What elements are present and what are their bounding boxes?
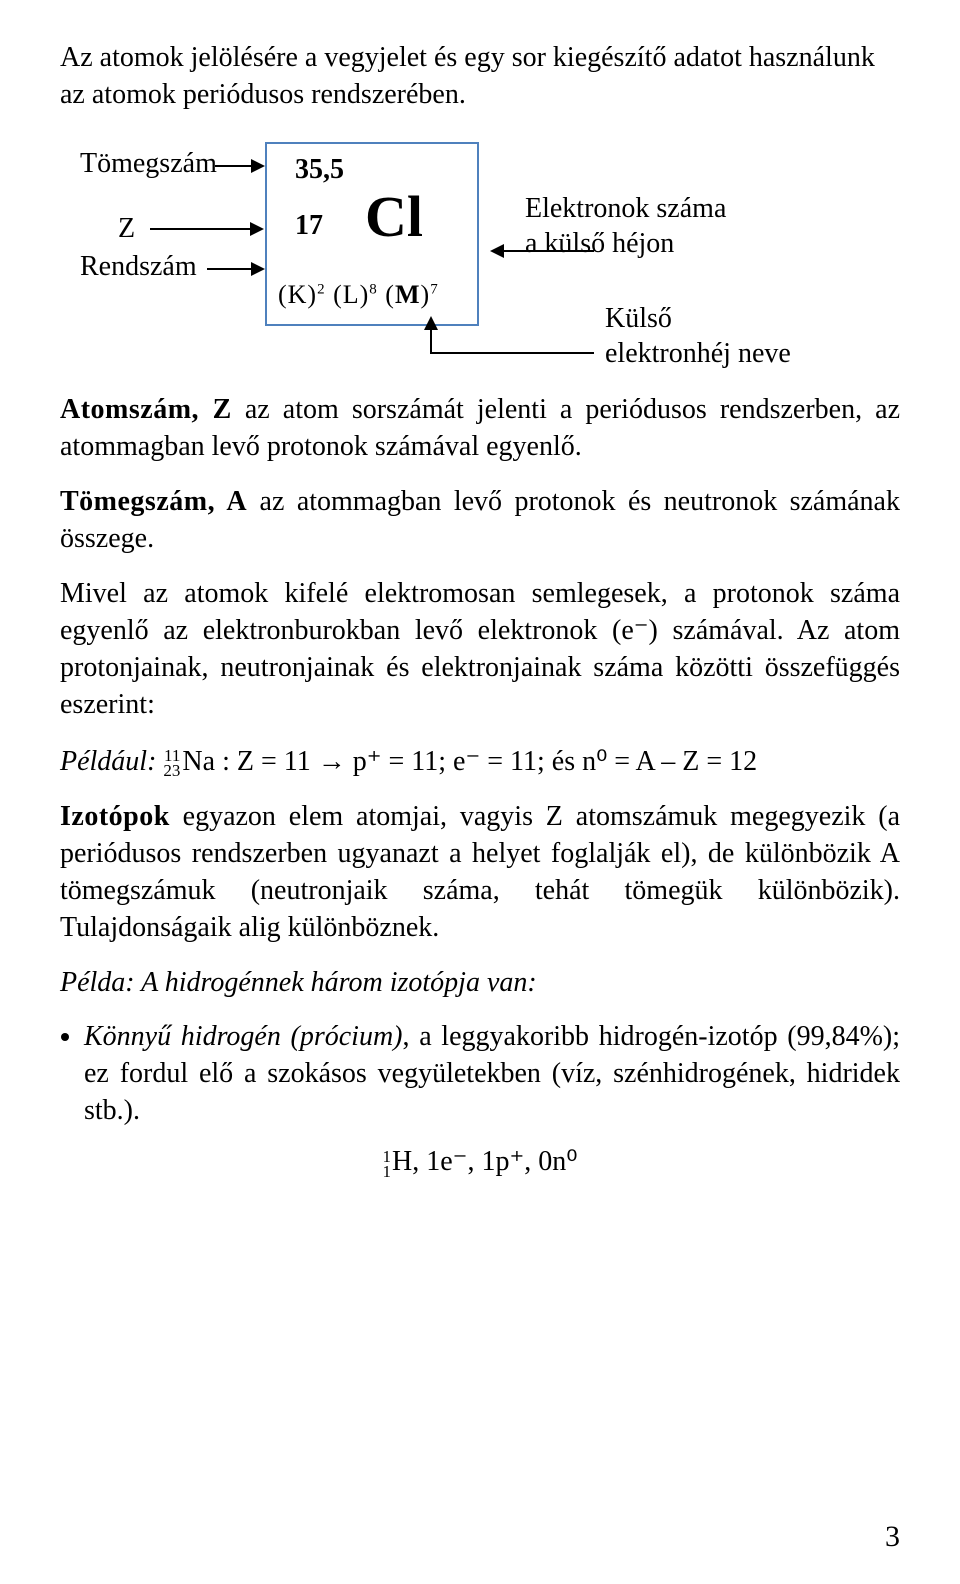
page: Az atomok jelölésére a vegyjelet és egy … bbox=[0, 0, 960, 1584]
arrow-outer-shell-h bbox=[430, 352, 594, 354]
p-tomegszam-bold: Tömegszám, A bbox=[60, 486, 247, 517]
p-atomszam: Atomszám, Z az atom sorszámát jelenti a … bbox=[60, 392, 900, 466]
shell-m-close: ) bbox=[421, 280, 431, 309]
arrow-z bbox=[150, 228, 250, 230]
label-outer-shell-1: Külső bbox=[605, 302, 672, 336]
mass-number-value: 35,5 bbox=[295, 154, 344, 186]
arrow-rendszam-head bbox=[251, 262, 265, 276]
shell-k: (K) bbox=[278, 280, 317, 309]
shell-m-letter: M bbox=[395, 280, 421, 309]
label-outer-shell-2: elektronhéj neve bbox=[605, 337, 791, 371]
page-number: 3 bbox=[885, 1520, 900, 1554]
isotope-notation-line: 1 1 H, 1e⁻, 1p⁺, 0n⁰ bbox=[60, 1144, 900, 1179]
label-electrons-count-1: Elektronok száma bbox=[525, 192, 726, 226]
arrow-z-head bbox=[250, 222, 264, 236]
p-example-na: Például: 11 23 Na : Z = 11 → p⁺ = 11; e⁻… bbox=[60, 742, 900, 781]
p-pelda-hidrogen: Példa: A hidrogénnek három izotópja van: bbox=[60, 965, 900, 1002]
bullet-procium: Könnyű hidrogén (prócium), a leggyakorib… bbox=[84, 1019, 900, 1130]
label-z: Z bbox=[118, 212, 135, 246]
p-izotop-rest: egyazon elem atomjai, vagyis Z atomszámu… bbox=[60, 801, 900, 943]
example-rest: : Z = 11 → p⁺ = 11; e⁻ = 11; és n⁰ = A –… bbox=[222, 746, 757, 777]
isotope-bullets: Könnyű hidrogén (prócium), a leggyakorib… bbox=[84, 1019, 900, 1130]
p-semleges: Mivel az atomok kifelé elektromosan seml… bbox=[60, 576, 900, 724]
bullet-procium-head: Könnyű hidrogén (prócium) bbox=[84, 1021, 403, 1052]
shell-m-label: ( bbox=[385, 280, 395, 309]
arrow-outer-shell-head bbox=[424, 316, 438, 330]
p-izotopok: Izotópok egyazon elem atomjai, vagyis Z … bbox=[60, 799, 900, 947]
element-diagram: Tömegszám Z Rendszám 35,5 17 Cl (K)2 (L)… bbox=[60, 132, 900, 382]
arrow-mass bbox=[215, 165, 251, 167]
label-mass-number: Tömegszám bbox=[80, 147, 217, 181]
label-atomic-number: Rendszám bbox=[80, 250, 197, 284]
shell-l: (L) bbox=[333, 280, 369, 309]
p-izotop-bold: Izotópok bbox=[60, 801, 170, 832]
shell-m-sup: 7 bbox=[430, 281, 439, 297]
isotope-sub: 1 bbox=[383, 1162, 392, 1181]
element-symbol: Cl bbox=[365, 188, 423, 246]
shell-k-sup: 2 bbox=[317, 281, 326, 297]
isotope-rest: H, 1e⁻, 1p⁺, 0n⁰ bbox=[392, 1146, 577, 1177]
label-electrons-count-2: a külső héjon bbox=[525, 227, 674, 261]
arrow-mass-head bbox=[251, 159, 265, 173]
example-symbol: Na bbox=[182, 746, 215, 777]
intro-paragraph: Az atomok jelölésére a vegyjelet és egy … bbox=[60, 40, 900, 114]
example-sub: 23 bbox=[163, 761, 180, 780]
p-atomszam-bold: Atomszám, Z bbox=[60, 394, 232, 425]
arrow-rendszam bbox=[207, 268, 251, 270]
example-prefix: Például: bbox=[60, 746, 163, 777]
p-tomegszam: Tömegszám, A az atommagban levő protonok… bbox=[60, 484, 900, 558]
shell-l-sup: 8 bbox=[369, 281, 378, 297]
arrow-outer-shell-v bbox=[430, 328, 432, 354]
electron-shells: (K)2 (L)8 (M)7 bbox=[278, 280, 439, 310]
arrow-electrons-head bbox=[490, 244, 504, 258]
atomic-number-value: 17 bbox=[295, 210, 323, 242]
